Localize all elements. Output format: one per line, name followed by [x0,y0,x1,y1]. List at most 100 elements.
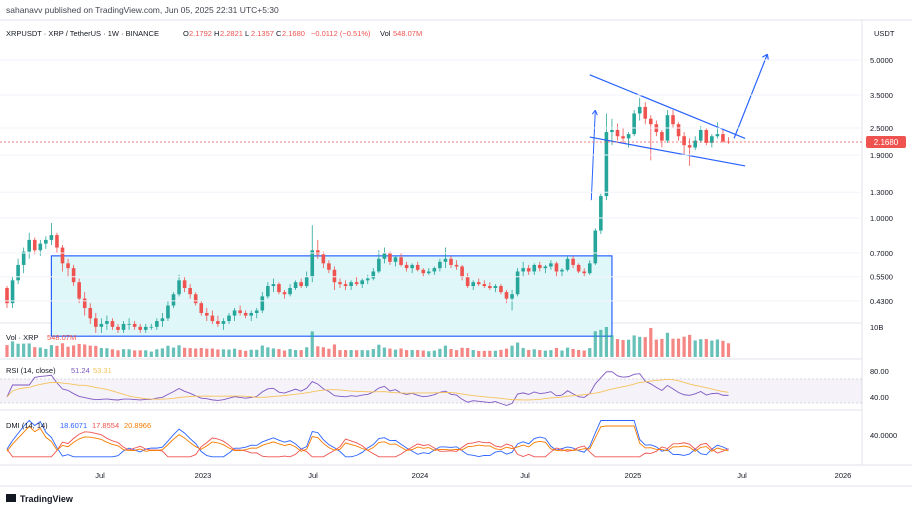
volume-bar [577,350,581,357]
candle-body [649,118,653,125]
candle-body [587,263,592,274]
candle-body [449,258,453,265]
volume-bar [44,348,48,357]
volume-bar [593,331,597,357]
candle-body [249,312,253,316]
volume-bar [649,327,653,357]
volume-panel-value: 548.07M [47,333,76,342]
candle-body [460,266,464,277]
candle-body [327,263,331,270]
candle-body [254,310,259,313]
volume-bar [615,339,620,357]
volume-bar [188,348,192,357]
candle-body [38,243,43,251]
candle-body [343,284,348,287]
volume-bar [660,338,664,357]
price-tick-label: 1.3000 [870,188,893,197]
low-value: 2.1357 [251,29,274,38]
dmi-tick-40: 40.0000 [870,431,897,440]
candle-body [410,264,414,269]
volume-bar [460,347,464,357]
candle-body [138,326,142,330]
volume-bar [482,350,486,357]
candle-body [432,268,437,272]
candle-body [382,253,387,259]
price-tick-label: 1.0000 [870,214,893,223]
candle-body [526,268,531,272]
volume-bar [210,348,214,357]
high-value: 2.2821 [220,29,243,38]
candle-body [626,134,631,139]
currency-label: USDT [874,29,895,38]
rsi-tick-40: 40.00 [870,393,889,402]
candle-body [576,264,581,272]
candle-body [676,124,681,137]
volume-bar [194,348,198,357]
time-axis: Jul 2023 Jul 2024 Jul 2025 Jul 2026 [95,471,851,480]
candle-body [199,303,204,313]
candle-body [266,286,270,297]
volume-bar [521,347,525,357]
candle-body [155,321,159,327]
volume-bar [643,337,647,357]
candle-body [299,282,303,287]
candle-body [338,282,342,285]
rsi-ma-line [6,378,729,401]
time-tick-label: 2024 [412,471,429,480]
volume-bar [66,346,70,357]
candle-body [293,282,298,289]
tradingview-brand: TradingView [20,494,74,504]
candle-body [127,323,131,325]
candle-body [210,315,215,322]
volume-bar [421,350,425,357]
volume-panel-label: Vol · XRP [6,333,39,342]
volume-bar [382,347,386,357]
candle-body [471,282,475,287]
volume-bar [310,331,314,357]
candle-body [60,247,65,264]
volume-bar [227,349,231,357]
candle-body [216,321,220,324]
candle-body [671,115,675,125]
candle-body [288,288,292,295]
volume-bar [488,350,492,357]
volume-bar [699,339,703,357]
volume-bar [277,349,281,357]
volume-bar [710,340,714,357]
volume-bar [454,350,459,357]
last-price-value: 2.1680 [874,138,899,147]
candle-body [532,264,537,272]
open-label: O [183,29,189,38]
candle-body [5,288,9,304]
candle-body [121,323,126,330]
volume-bar [244,350,248,357]
candle-body [371,271,376,279]
volume-bar [94,345,98,357]
volume-bar [133,350,137,357]
candle-body [499,286,503,293]
volume-bar [504,348,509,357]
volume-bar [565,347,570,357]
low-label: L [245,29,249,38]
volume-bar [466,347,470,357]
dmi-minus-value: 17.8554 [92,421,119,430]
ohlc-readout: O 2.1792 H 2.2821 L 2.1357 C 2.1680 −0.0… [183,29,422,38]
candle-body [721,134,725,142]
volume-bar [183,347,187,357]
candle-body [177,280,181,295]
volume-bar [16,343,20,357]
volume-bar [599,329,603,357]
rsi-value: 51.24 [71,366,90,375]
candle-body [504,292,509,299]
volume-bars [5,327,731,357]
candle-body [465,276,470,287]
volume-bar [499,349,503,357]
candle-body [66,263,70,269]
projection-arrow-line [733,54,768,139]
open-value: 2.1792 [189,29,212,38]
candle-body [193,294,198,304]
candle-body [188,288,192,295]
candle-body [615,130,620,137]
candle-body [554,263,559,272]
volume-bar [138,350,142,357]
